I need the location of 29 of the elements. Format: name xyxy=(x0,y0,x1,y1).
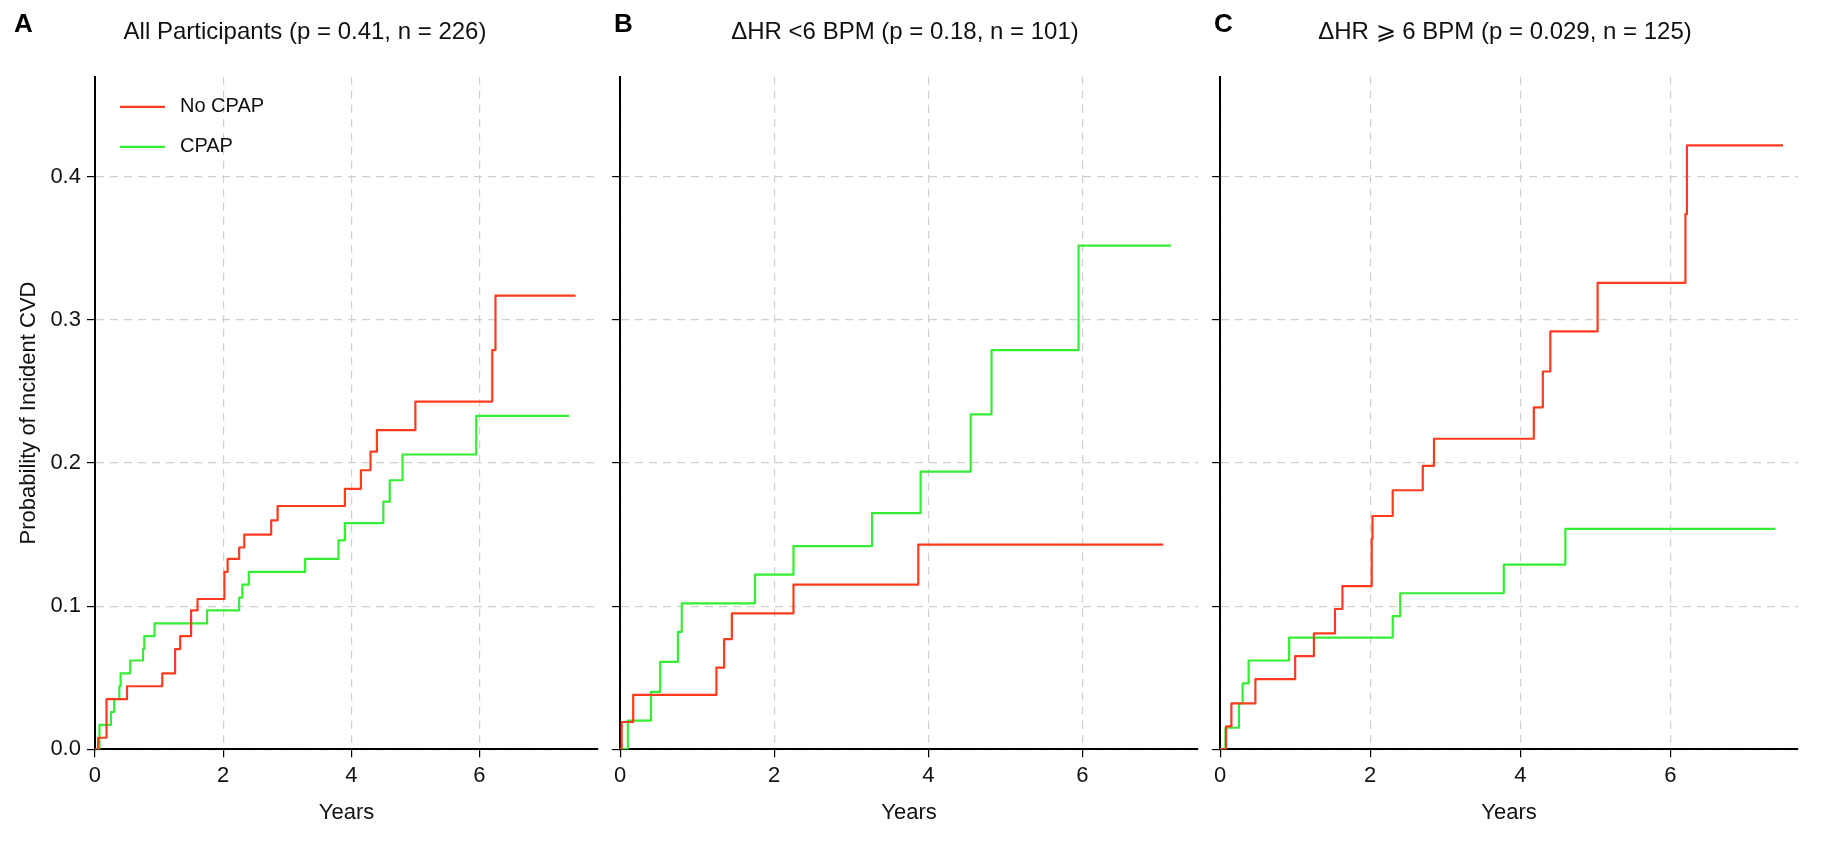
legend-label: CPAP xyxy=(179,134,233,157)
y-tick-label: 0.3 xyxy=(50,306,81,332)
x-tick-label: 4 xyxy=(345,762,358,788)
x-tick-label: 0 xyxy=(1213,762,1227,788)
x-tick-label: 0 xyxy=(613,762,627,788)
text: B xyxy=(614,8,633,39)
x-tick-label: 6 xyxy=(473,762,486,788)
y-tick-label: 0.1 xyxy=(50,592,81,618)
chart-title: ΔHR ⩾ 6 BPM (p = 0.029, n = 125) xyxy=(1318,17,1692,45)
x-tick-label: 2 xyxy=(1364,762,1377,788)
legend-label: No CPAP xyxy=(179,94,265,117)
y-tick-label: 0.4 xyxy=(50,163,81,189)
x-axis-title: Years xyxy=(881,798,937,824)
text: C xyxy=(1214,8,1233,39)
y-tick-label: 0.2 xyxy=(50,449,81,475)
chart-title: ΔHR <6 BPM (p = 0.18, n = 101) xyxy=(731,17,1079,45)
x-tick-label: 2 xyxy=(217,762,230,788)
x-axis-title: Years xyxy=(1481,798,1537,824)
chart-title: All Participants (p = 0.41, n = 226) xyxy=(123,17,487,45)
x-tick-label: 0 xyxy=(88,762,102,788)
y-tick-label: 0.0 xyxy=(50,735,81,761)
x-axis-title: Years xyxy=(318,798,375,824)
x-tick-label: 4 xyxy=(922,762,935,788)
y-axis-title: Probability of Incident CVD xyxy=(15,281,41,545)
x-tick-label: 6 xyxy=(1664,762,1677,788)
x-tick-label: 4 xyxy=(1514,762,1527,788)
x-tick-label: 6 xyxy=(1076,762,1089,788)
text: A xyxy=(14,8,33,39)
x-tick-label: 2 xyxy=(768,762,781,788)
